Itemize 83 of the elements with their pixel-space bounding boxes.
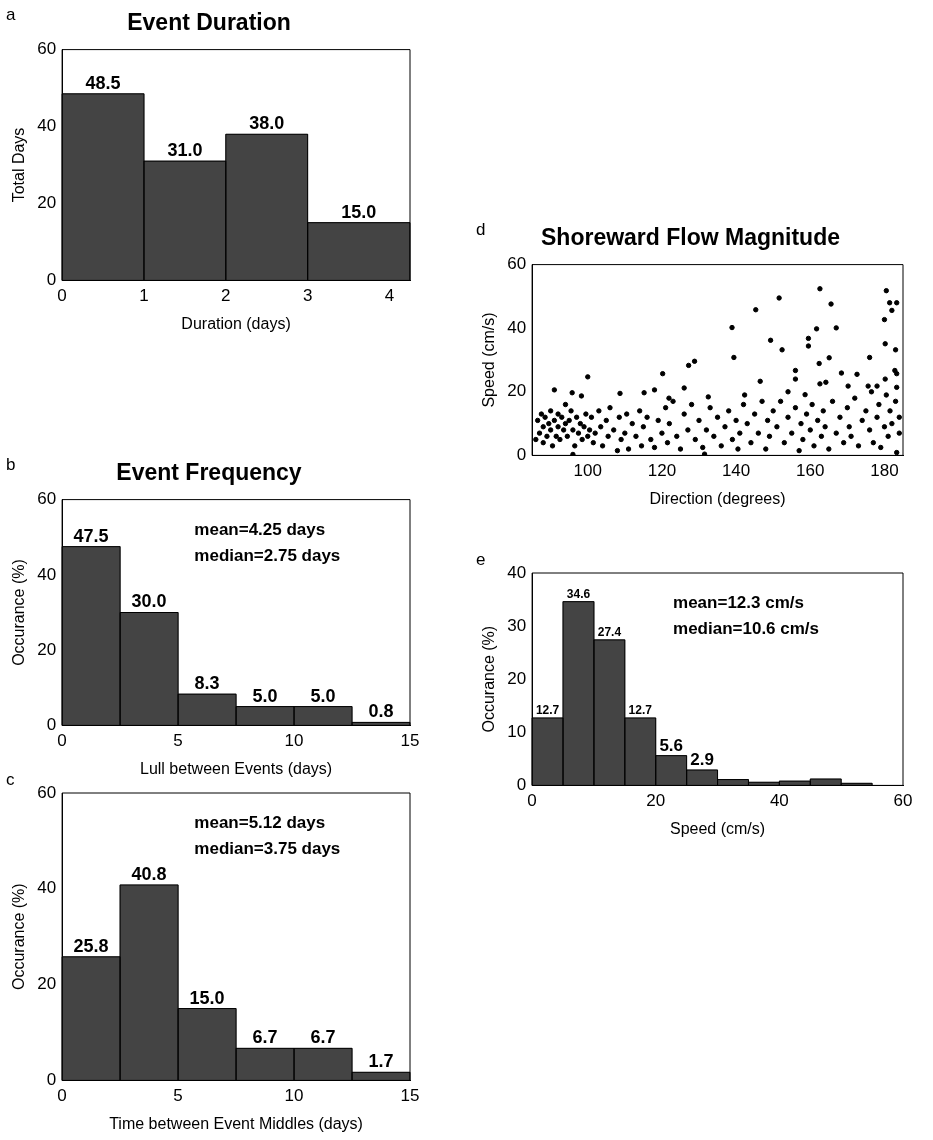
data-label: 0.8 (368, 701, 394, 722)
annotation: median=10.6 cm/s (673, 619, 820, 639)
data-label: 31.0 (167, 140, 203, 161)
text: c (6, 770, 15, 789)
data-label: 25.8 (73, 935, 109, 956)
text: d (476, 220, 486, 239)
data-label: 48.5 (85, 72, 121, 93)
y-axis-title: Occurance (%) (10, 559, 28, 666)
x-tick-label: 15 (400, 731, 420, 751)
data-label: 6.7 (252, 1027, 278, 1048)
data-label: 38.0 (249, 113, 285, 134)
x-tick-label: 15 (400, 1086, 420, 1106)
x-axis-title: Lull between Events (days) (140, 759, 333, 777)
x-tick-label: 3 (302, 286, 313, 306)
data-label: 40.8 (131, 863, 167, 884)
data-label: 5.6 (659, 735, 684, 755)
y-tick-label: 20 (507, 381, 527, 401)
data-label: 2.9 (690, 750, 714, 770)
y-tick-label: 0 (46, 1070, 57, 1090)
data-label: 27.4 (597, 625, 622, 640)
y-tick-label: 20 (37, 193, 57, 213)
annotation: median=2.75 days (194, 545, 341, 565)
y-axis-title: Occurance (%) (10, 883, 28, 991)
data-label: 47.5 (73, 525, 109, 546)
data-label: 5.0 (252, 685, 278, 706)
x-tick-label: 140 (721, 461, 751, 481)
data-label: 15.0 (189, 987, 225, 1008)
y-axis-title: Occurance (%) (480, 625, 498, 733)
y-tick-label: 0 (46, 715, 57, 735)
y-tick-label: 40 (37, 564, 57, 584)
y-axis-title: Total Days (10, 127, 28, 203)
annotation: mean=5.12 days (194, 813, 326, 833)
annotation: mean=4.25 days (194, 519, 326, 539)
text: e (476, 550, 486, 569)
y-tick-label: 60 (37, 39, 57, 59)
text: b (6, 455, 16, 474)
x-tick-label: 40 (769, 791, 789, 811)
x-axis-title: Speed (cm/s) (669, 819, 766, 837)
x-tick-label: 100 (573, 461, 602, 481)
y-tick-label: 20 (37, 974, 57, 994)
data-label: 34.6 (566, 586, 591, 601)
y-axis-title: Speed (cm/s) (480, 312, 498, 408)
x-tick-label: 4 (384, 286, 395, 306)
annotation: median=3.75 days (194, 839, 341, 859)
y-tick-label: 40 (507, 317, 527, 337)
data-label: 30.0 (131, 591, 167, 612)
data-label: 8.3 (194, 673, 220, 694)
y-tick-label: 0 (516, 445, 527, 465)
data-label: 6.7 (310, 1027, 336, 1048)
y-tick-label: 0 (516, 775, 527, 795)
x-tick-label: 5 (173, 731, 183, 751)
x-tick-label: 10 (284, 1086, 304, 1106)
y-tick-label: 0 (46, 270, 57, 290)
x-axis-title: Duration (days) (181, 314, 291, 332)
x-tick-label: 5 (173, 1086, 183, 1106)
x-tick-label: 2 (221, 286, 231, 306)
y-tick-label: 40 (507, 562, 527, 582)
y-tick-label: 60 (37, 489, 57, 509)
y-tick-label: 40 (37, 116, 57, 136)
annotation: mean=12.3 cm/s (673, 593, 804, 613)
chart-title: Shoreward Flow Magnitude (540, 224, 841, 251)
x-tick-label: 60 (893, 791, 913, 811)
y-tick-label: 60 (507, 254, 527, 274)
x-tick-label: 10 (284, 731, 304, 751)
text: a (6, 5, 16, 24)
data-label: 1.7 (368, 1051, 394, 1072)
x-tick-label: 160 (796, 461, 825, 481)
y-tick-label: 20 (507, 668, 527, 688)
data-label: 15.0 (341, 201, 377, 222)
x-tick-label: 20 (646, 791, 666, 811)
data-label: 5.0 (310, 685, 336, 706)
y-tick-label: 30 (507, 615, 527, 635)
chart-title: Event Duration (127, 9, 291, 36)
x-axis-title: Time between Event Middles (days) (109, 1114, 363, 1132)
data-label: 12.7 (628, 703, 653, 718)
x-axis-title: Direction (degrees) (649, 489, 786, 507)
x-tick-label: 1 (139, 286, 149, 306)
data-label: 12.7 (535, 703, 560, 718)
y-tick-label: 20 (37, 639, 57, 659)
chart-title: Event Frequency (116, 459, 302, 486)
x-tick-label: 180 (870, 461, 899, 481)
x-tick-label: 120 (647, 461, 677, 481)
y-tick-label: 40 (37, 878, 57, 898)
